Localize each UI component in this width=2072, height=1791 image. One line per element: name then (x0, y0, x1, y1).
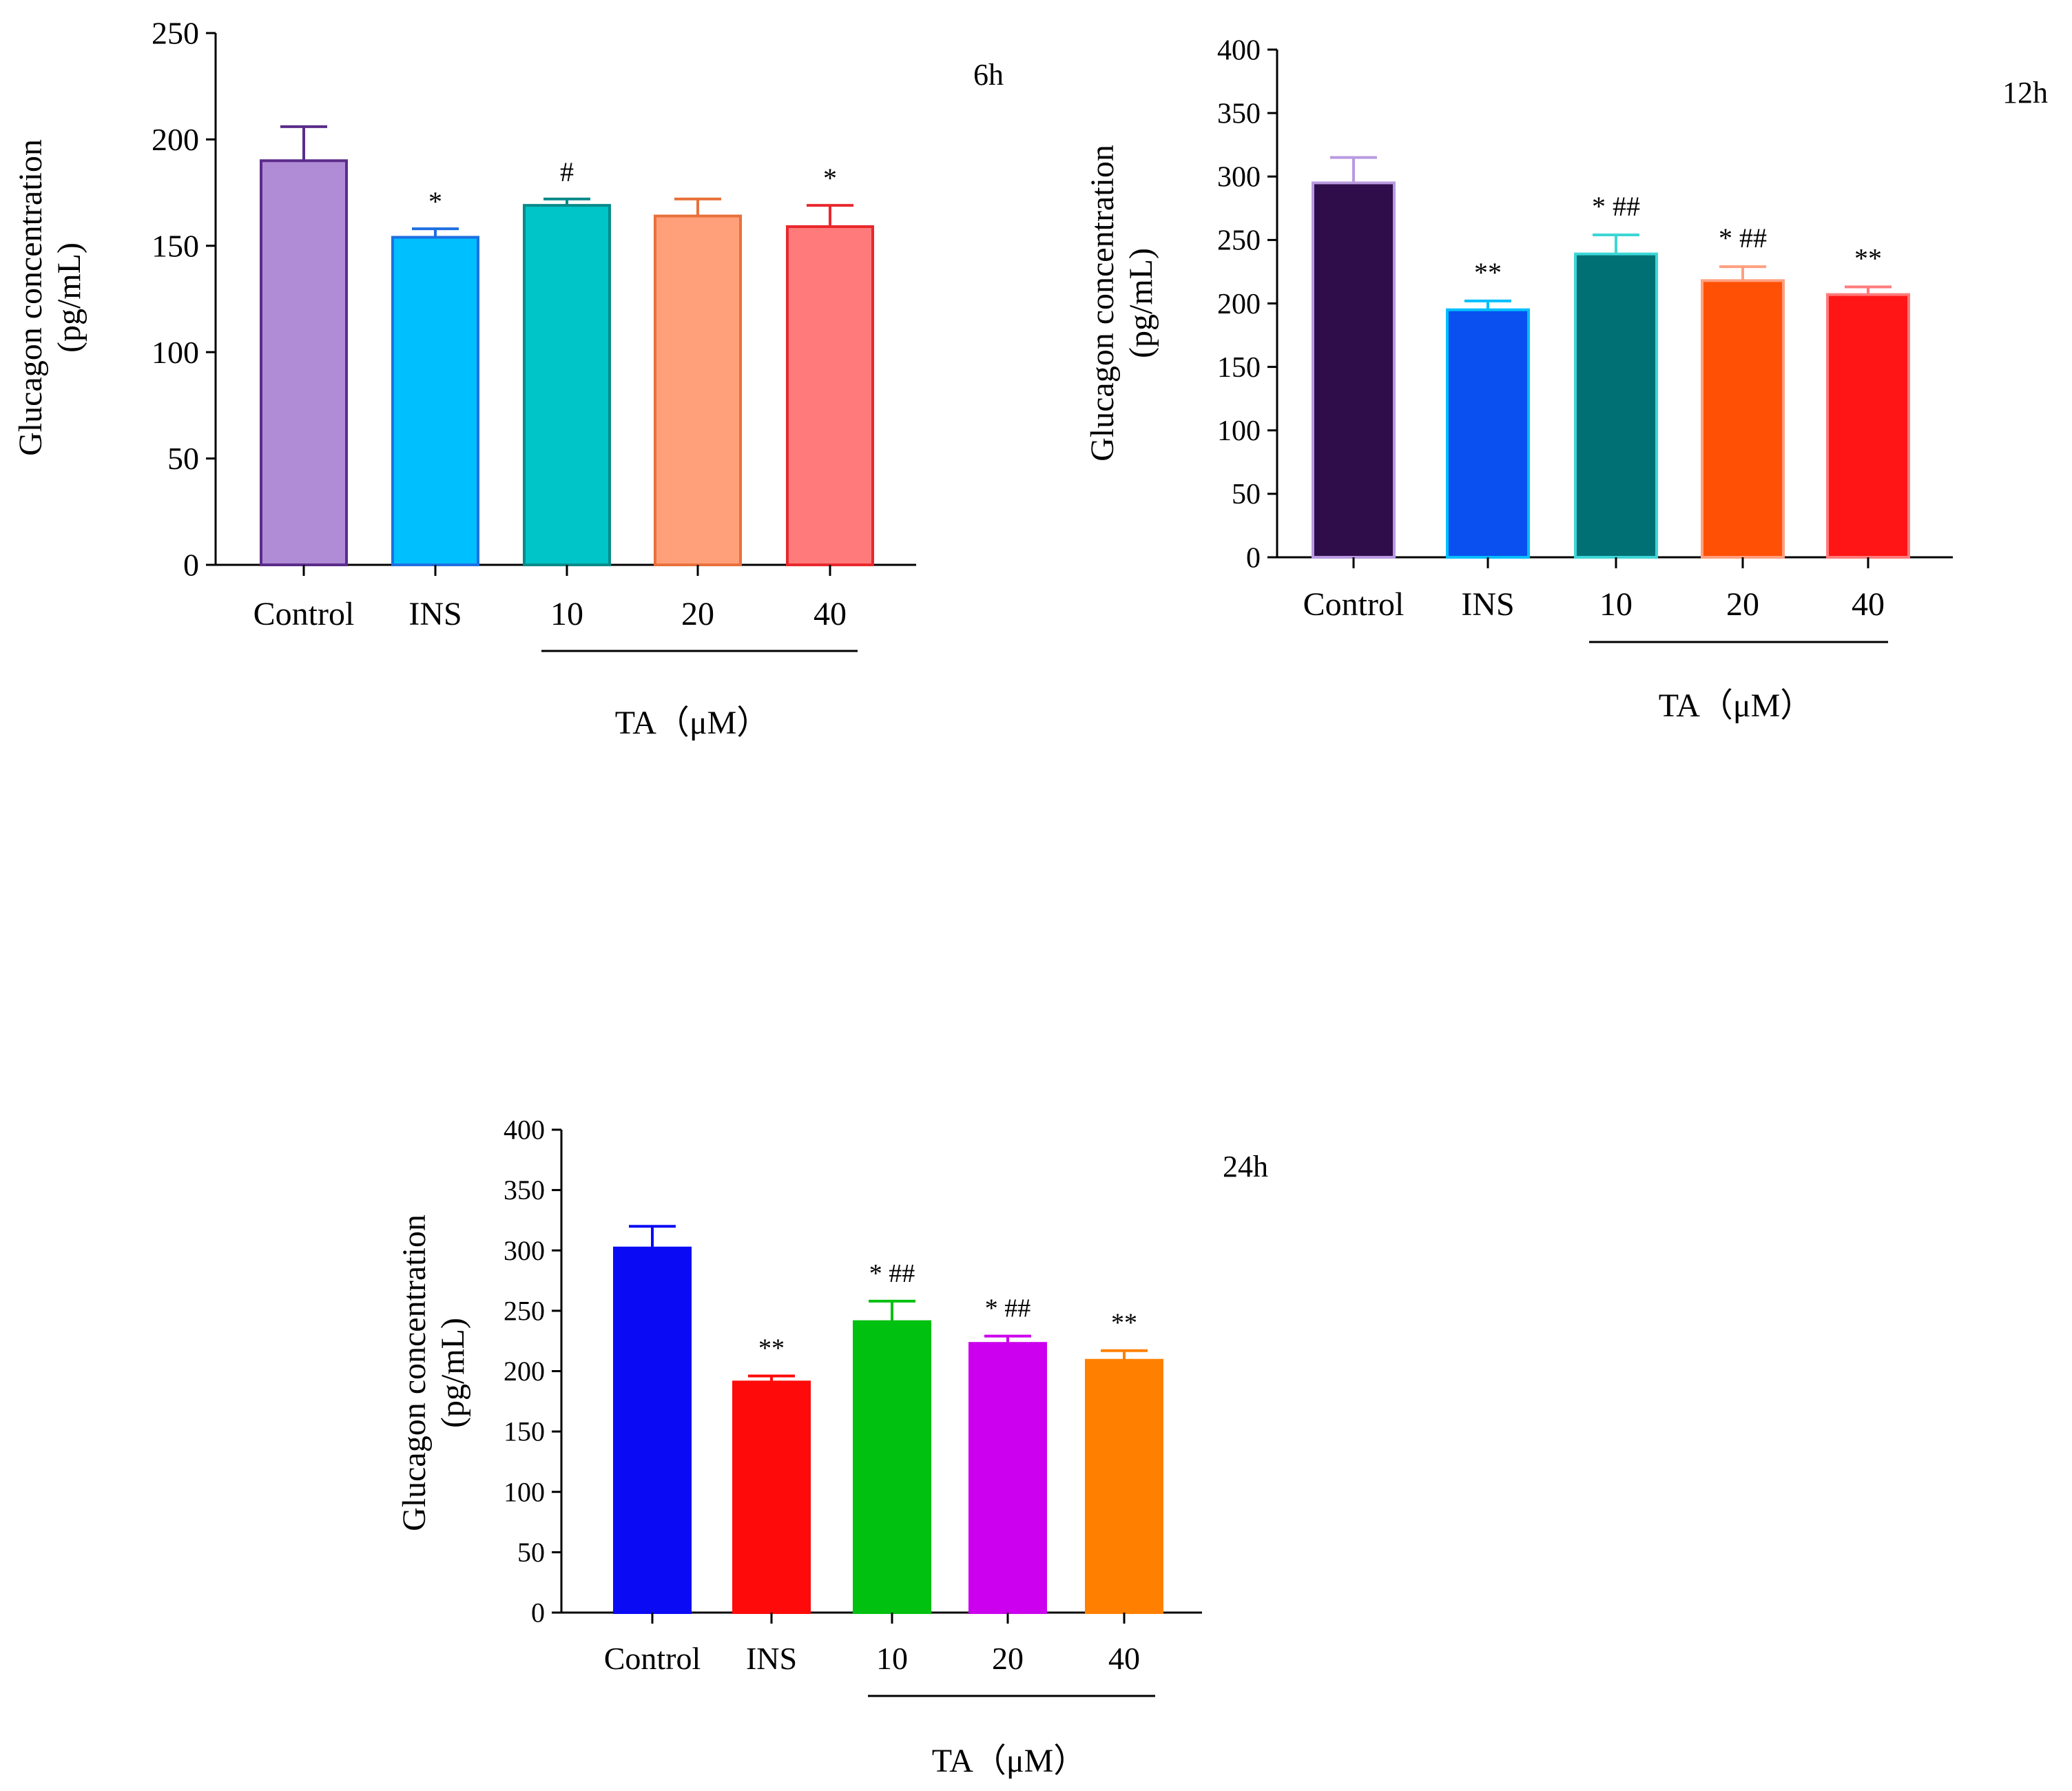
significance-mark: ** (1111, 1309, 1137, 1338)
y-tick-label: 0 (1246, 542, 1261, 574)
y-tick-label: 150 (504, 1416, 545, 1447)
chart-24h: 24h Glucagon concentration (pg/mL) 0 50 10… (396, 1115, 1268, 1779)
y-axis-title: Glucagon concentration (pg/mL) (396, 1214, 471, 1531)
y-tick-label: 300 (504, 1235, 545, 1266)
y-tick-label: 100 (152, 335, 199, 370)
y-axis-title-line2: (pg/mL) (1123, 248, 1159, 358)
bar-40 (1826, 293, 1910, 559)
bar-20 (1701, 279, 1785, 559)
y-tick-label: 250 (504, 1295, 545, 1326)
y-axis-title-line1: Glucagon concentration (1084, 145, 1121, 462)
bar-10 (853, 1320, 931, 1614)
bar-10 (523, 204, 611, 566)
bar-control (613, 1246, 692, 1614)
y-axis-title: Glucagon concentration (pg/mL) (12, 139, 87, 456)
error-bars (629, 1225, 1148, 1383)
x-tick-label: 40 (1108, 1641, 1140, 1676)
y-axis: 0 50 100 150 200 250 300 350 400 (1217, 34, 1277, 574)
significance-mark: * ## (869, 1259, 915, 1288)
significance-mark: * (428, 186, 442, 217)
x-axis-labels: Control INS 10 20 40 (604, 1613, 1140, 1676)
bar-ins (732, 1380, 811, 1614)
significance-mark: * ## (1719, 222, 1767, 253)
y-tick-label: 350 (504, 1174, 545, 1205)
x-tick-label: INS (408, 596, 462, 632)
bar-40 (786, 225, 874, 566)
x-tick-label: 20 (1726, 586, 1759, 623)
x-tick-label: Control (604, 1641, 701, 1676)
x-tick-label: 10 (550, 596, 583, 632)
group-label: TA（μM） (932, 1743, 1087, 1779)
y-tick-label: 250 (1217, 225, 1261, 257)
y-tick-label: 100 (1217, 415, 1261, 447)
significance-mark: ** (758, 1334, 785, 1363)
x-tick-label: 20 (681, 596, 714, 632)
x-axis-labels: Control INS 10 20 40 (253, 565, 847, 632)
y-tick-label: 200 (504, 1356, 545, 1387)
x-tick-label: 40 (1852, 586, 1885, 623)
chart-12h: 12h Glucagon concentration (pg/mL) 0 50 10… (1084, 34, 2048, 724)
bar-ins (1446, 308, 1530, 559)
y-tick-label: 150 (152, 228, 199, 263)
significance-mark: * ## (1592, 191, 1640, 222)
bar-control (1312, 181, 1396, 559)
x-axis-labels: Control INS 10 20 40 (1303, 557, 1885, 623)
x-tick-label: 10 (876, 1641, 908, 1676)
bars (260, 159, 874, 566)
error-bars (280, 125, 853, 238)
significance-mark: * ## (985, 1294, 1031, 1323)
bar-ins (391, 236, 479, 566)
y-axis-title-line1: Glucagon concentration (396, 1214, 433, 1531)
significance-mark: * (823, 163, 837, 194)
panel-label: 24h (1223, 1150, 1268, 1183)
y-axis-title-line1: Glucagon concentration (12, 139, 49, 456)
y-axis-title: Glucagon concentration (pg/mL) (1084, 145, 1159, 462)
error-bars (1330, 156, 1892, 310)
significance-mark: ** (1854, 243, 1882, 274)
x-tick-label: INS (1461, 586, 1514, 623)
bars (613, 1246, 1163, 1615)
x-tick-label: Control (253, 596, 355, 632)
y-tick-label: 400 (504, 1115, 545, 1146)
significance-marks: ** * ## * ## ** (758, 1259, 1137, 1363)
bar-20 (968, 1342, 1047, 1614)
bars (1312, 181, 1910, 559)
y-tick-label: 50 (167, 441, 199, 476)
y-tick-label: 200 (1217, 289, 1261, 320)
x-tick-label: Control (1303, 586, 1405, 623)
y-axis-title-line2: (pg/mL) (435, 1318, 471, 1428)
bar-10 (1574, 252, 1658, 559)
y-axis-title-line2: (pg/mL) (51, 242, 87, 353)
group-label: TA（μM） (1659, 687, 1814, 724)
y-tick-label: 50 (1232, 479, 1261, 510)
significance-marks: ** * ## * ## ** (1474, 191, 1882, 288)
y-tick-label: 200 (152, 122, 199, 157)
panel-label: 6h (973, 58, 1004, 92)
y-tick-label: 250 (152, 16, 199, 51)
x-tick-label: 40 (814, 596, 847, 632)
bar-40 (1085, 1358, 1163, 1615)
y-tick-label: 400 (1217, 34, 1261, 66)
bar-20 (654, 214, 742, 566)
y-tick-label: 100 (504, 1476, 545, 1507)
y-tick-label: 0 (531, 1597, 545, 1628)
group-label: TA（μM） (615, 705, 770, 741)
y-axis: 0 50 100 150 200 250 (152, 16, 216, 583)
bar-control (260, 159, 348, 566)
x-tick-label: 10 (1599, 586, 1633, 623)
y-tick-label: 150 (1217, 352, 1261, 384)
chart-6h: 6h Glucagon concentration (pg/mL) 050100… (12, 16, 1004, 741)
significance-mark: ** (1474, 257, 1502, 288)
x-tick-label: 20 (992, 1641, 1024, 1676)
y-tick-label: 50 (517, 1537, 545, 1568)
significance-mark: # (560, 156, 574, 187)
panel-label: 12h (2002, 76, 2048, 110)
y-tick-label: 300 (1217, 162, 1261, 194)
y-tick-label: 350 (1217, 98, 1261, 130)
y-axis: 0 50 100 150 200 250 300 350 400 (504, 1115, 561, 1628)
significance-marks: * # * (428, 156, 837, 217)
x-tick-label: INS (746, 1641, 797, 1676)
y-tick-label: 0 (183, 548, 199, 583)
